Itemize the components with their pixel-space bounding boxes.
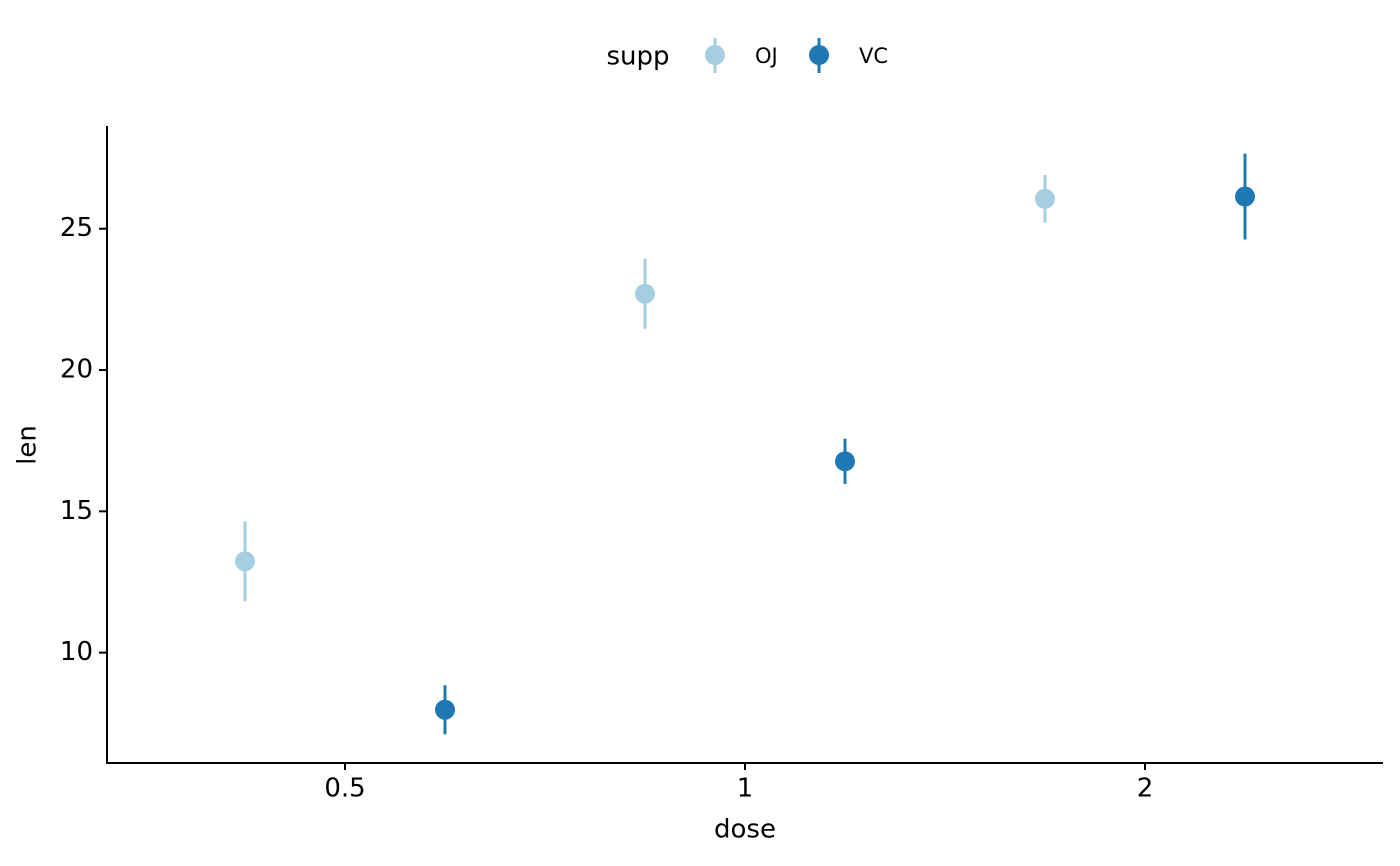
point: [1035, 188, 1055, 209]
point: [1235, 186, 1255, 207]
point: [835, 451, 855, 472]
y-tick-label: 25: [60, 213, 93, 243]
y-axis-title: len: [13, 425, 43, 465]
x-tick-label: 0.5: [324, 774, 365, 804]
legend-key: [809, 45, 829, 65]
point: [235, 551, 255, 572]
y-tick-label: 20: [60, 355, 93, 385]
x-tick-label: 1: [737, 774, 754, 804]
point: [635, 283, 655, 304]
legend-key: [705, 45, 725, 65]
x-tick-label: 2: [1137, 774, 1154, 804]
legend-title: supp: [606, 42, 669, 72]
legend-label: VC: [859, 44, 888, 68]
legend-label: OJ: [755, 44, 778, 68]
point: [435, 699, 455, 720]
y-tick-label: 10: [60, 637, 93, 667]
x-axis-title: dose: [714, 815, 776, 845]
y-tick-label: 15: [60, 496, 93, 526]
